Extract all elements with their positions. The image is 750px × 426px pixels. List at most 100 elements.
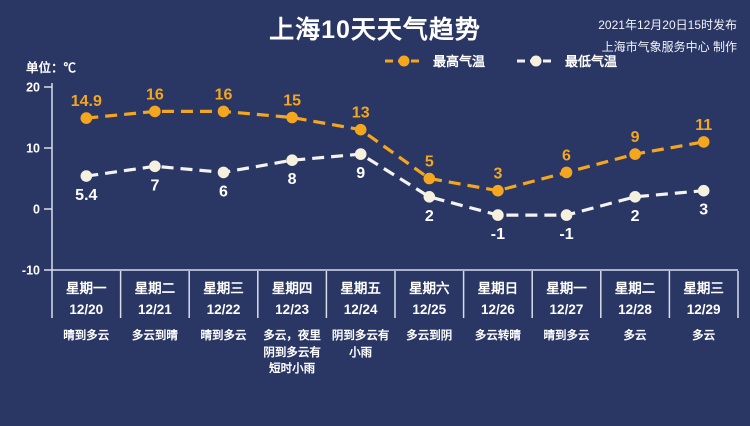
date-label: 12/25 bbox=[412, 302, 447, 317]
min-temp-value-label: -1 bbox=[491, 226, 505, 243]
max-temp-value-label: 9 bbox=[631, 129, 640, 146]
weather-label: 多云 bbox=[623, 330, 647, 342]
weekday-label: 星期一 bbox=[546, 281, 587, 296]
max-temp-legend-swatch-icon bbox=[385, 55, 423, 66]
min-temp-point bbox=[217, 166, 230, 179]
date-label: 12/22 bbox=[206, 302, 241, 317]
min-temp-legend-swatch-icon bbox=[517, 55, 556, 66]
weekday-label: 星期四 bbox=[271, 281, 313, 296]
min-temp-value-label: 9 bbox=[356, 165, 365, 182]
publish-datetime: 2021年12月20日15时发布 bbox=[598, 18, 737, 32]
chart-legend: 最高气温 最低气温 bbox=[383, 51, 617, 70]
min-temp-value-label: 3 bbox=[699, 202, 708, 219]
weather-label: 晴到多云 bbox=[200, 330, 247, 342]
day-column: 星期四 12/23 多云，夜里阴到多云有短时小雨 bbox=[258, 274, 327, 378]
max-temp-point bbox=[492, 184, 504, 197]
min-temp-point bbox=[80, 170, 93, 182]
min-temp-point bbox=[697, 184, 710, 197]
legend-item-max: 最高气温 bbox=[383, 51, 485, 70]
min-temp-line bbox=[86, 152, 704, 217]
min-temp-value-label: 2 bbox=[425, 208, 434, 225]
min-temp-value-label: 7 bbox=[150, 177, 159, 194]
weekday-label: 星期二 bbox=[134, 281, 176, 296]
min-temp-point bbox=[354, 148, 367, 160]
y-tick-label: 20 bbox=[26, 81, 40, 95]
day-column: 星期一 12/27 晴到多云 bbox=[532, 274, 601, 378]
date-label: 12/26 bbox=[480, 302, 515, 317]
max-temp-value-label: 15 bbox=[283, 93, 301, 110]
max-temp-value-label: 16 bbox=[146, 86, 164, 103]
min-temp-value-label: 5.4 bbox=[75, 187, 97, 204]
date-label: 12/23 bbox=[275, 302, 309, 317]
day-column: 星期六 12/25 多云到阴 bbox=[395, 274, 464, 378]
weather-label: 多云 bbox=[692, 330, 716, 342]
max-temp-value-label: 13 bbox=[352, 105, 370, 122]
min-temp-value-label: 6 bbox=[219, 183, 228, 200]
date-label: 12/20 bbox=[69, 302, 104, 317]
weekday-label: 星期二 bbox=[614, 281, 656, 296]
max-temp-point bbox=[560, 166, 573, 179]
weather-label: 多云到晴 bbox=[131, 330, 178, 342]
min-temp-point bbox=[492, 209, 504, 221]
max-temp-value-label: 14.9 bbox=[71, 93, 102, 110]
day-column: 星期一 12/20 晴到多云 bbox=[52, 274, 121, 378]
min-temp-point bbox=[286, 154, 298, 166]
legend-min-label: 最低气温 bbox=[565, 54, 618, 69]
page-title: 上海10天天气趋势 bbox=[269, 16, 481, 44]
min-temp-point bbox=[629, 191, 641, 203]
weather-label: 晴到多云 bbox=[543, 330, 590, 342]
day-column: 星期二 12/28 多云 bbox=[601, 274, 670, 378]
date-label: 12/24 bbox=[343, 302, 378, 317]
weekday-label: 星期一 bbox=[66, 281, 107, 296]
y-tick-label: -10 bbox=[22, 264, 40, 278]
date-label: 12/28 bbox=[618, 302, 652, 317]
min-temp-value-label: 2 bbox=[631, 208, 640, 225]
weather-label: 阴到多云有小雨 bbox=[331, 330, 390, 359]
weather-label: 晴到多云 bbox=[63, 330, 110, 342]
weekday-label: 星期三 bbox=[683, 281, 724, 296]
min-temp-point bbox=[423, 191, 436, 203]
max-temp-value-label: 3 bbox=[493, 166, 502, 183]
day-column: 星期三 12/22 晴到多云 bbox=[189, 274, 258, 378]
date-label: 12/27 bbox=[549, 302, 584, 317]
weather-label: 多云，夜里阴到多云有短时小雨 bbox=[263, 330, 321, 376]
max-temp-line bbox=[86, 109, 704, 193]
day-column: 星期日 12/26 多云转晴 bbox=[464, 274, 533, 378]
min-temp-value-label: -1 bbox=[559, 226, 573, 243]
max-temp-point bbox=[629, 148, 641, 160]
max-temp-point bbox=[217, 105, 230, 118]
min-temp-point bbox=[560, 209, 573, 221]
max-temp-point bbox=[149, 105, 161, 118]
weather-label: 多云到阴 bbox=[406, 330, 453, 342]
publish-author: 上海市气象服务中心 制作 bbox=[601, 39, 737, 54]
max-temp-value-label: 16 bbox=[215, 86, 233, 103]
weekday-label: 星期日 bbox=[477, 281, 519, 296]
weekday-label: 星期三 bbox=[203, 281, 244, 296]
min-temp-point bbox=[149, 160, 161, 173]
max-temp-point bbox=[697, 136, 710, 148]
publish-info: 2021年12月20日15时发布 上海市气象服务中心 制作 bbox=[598, 15, 737, 58]
day-column: 星期五 12/24 阴到多云有小雨 bbox=[326, 274, 395, 378]
day-column: 星期三 12/29 多云 bbox=[669, 274, 738, 378]
max-temp-point bbox=[423, 172, 436, 185]
y-tick-label: 0 bbox=[33, 203, 40, 217]
max-temp-value-label: 11 bbox=[695, 117, 712, 134]
weekday-label: 星期六 bbox=[409, 281, 450, 296]
max-temp-point bbox=[80, 112, 93, 124]
min-temp-value-label: 8 bbox=[288, 171, 297, 188]
day-column: 星期二 12/21 多云到晴 bbox=[121, 274, 190, 378]
legend-item-min: 最低气温 bbox=[515, 51, 617, 70]
weekday-label: 星期五 bbox=[340, 281, 381, 296]
max-temp-point bbox=[354, 123, 367, 136]
day-columns: 星期一 12/20 晴到多云 星期二 12/21 多云到晴 星期三 12/22 晴到多云 星期四 1… bbox=[52, 274, 738, 378]
max-temp-value-label: 6 bbox=[562, 147, 571, 164]
max-temp-point bbox=[286, 111, 298, 124]
weather-label: 多云转晴 bbox=[474, 330, 521, 342]
unit-label: 单位：℃ bbox=[26, 61, 77, 75]
date-label: 12/29 bbox=[686, 302, 721, 317]
date-label: 12/21 bbox=[137, 302, 172, 317]
y-tick-label: 10 bbox=[26, 142, 40, 156]
max-temp-value-label: 5 bbox=[425, 154, 434, 171]
